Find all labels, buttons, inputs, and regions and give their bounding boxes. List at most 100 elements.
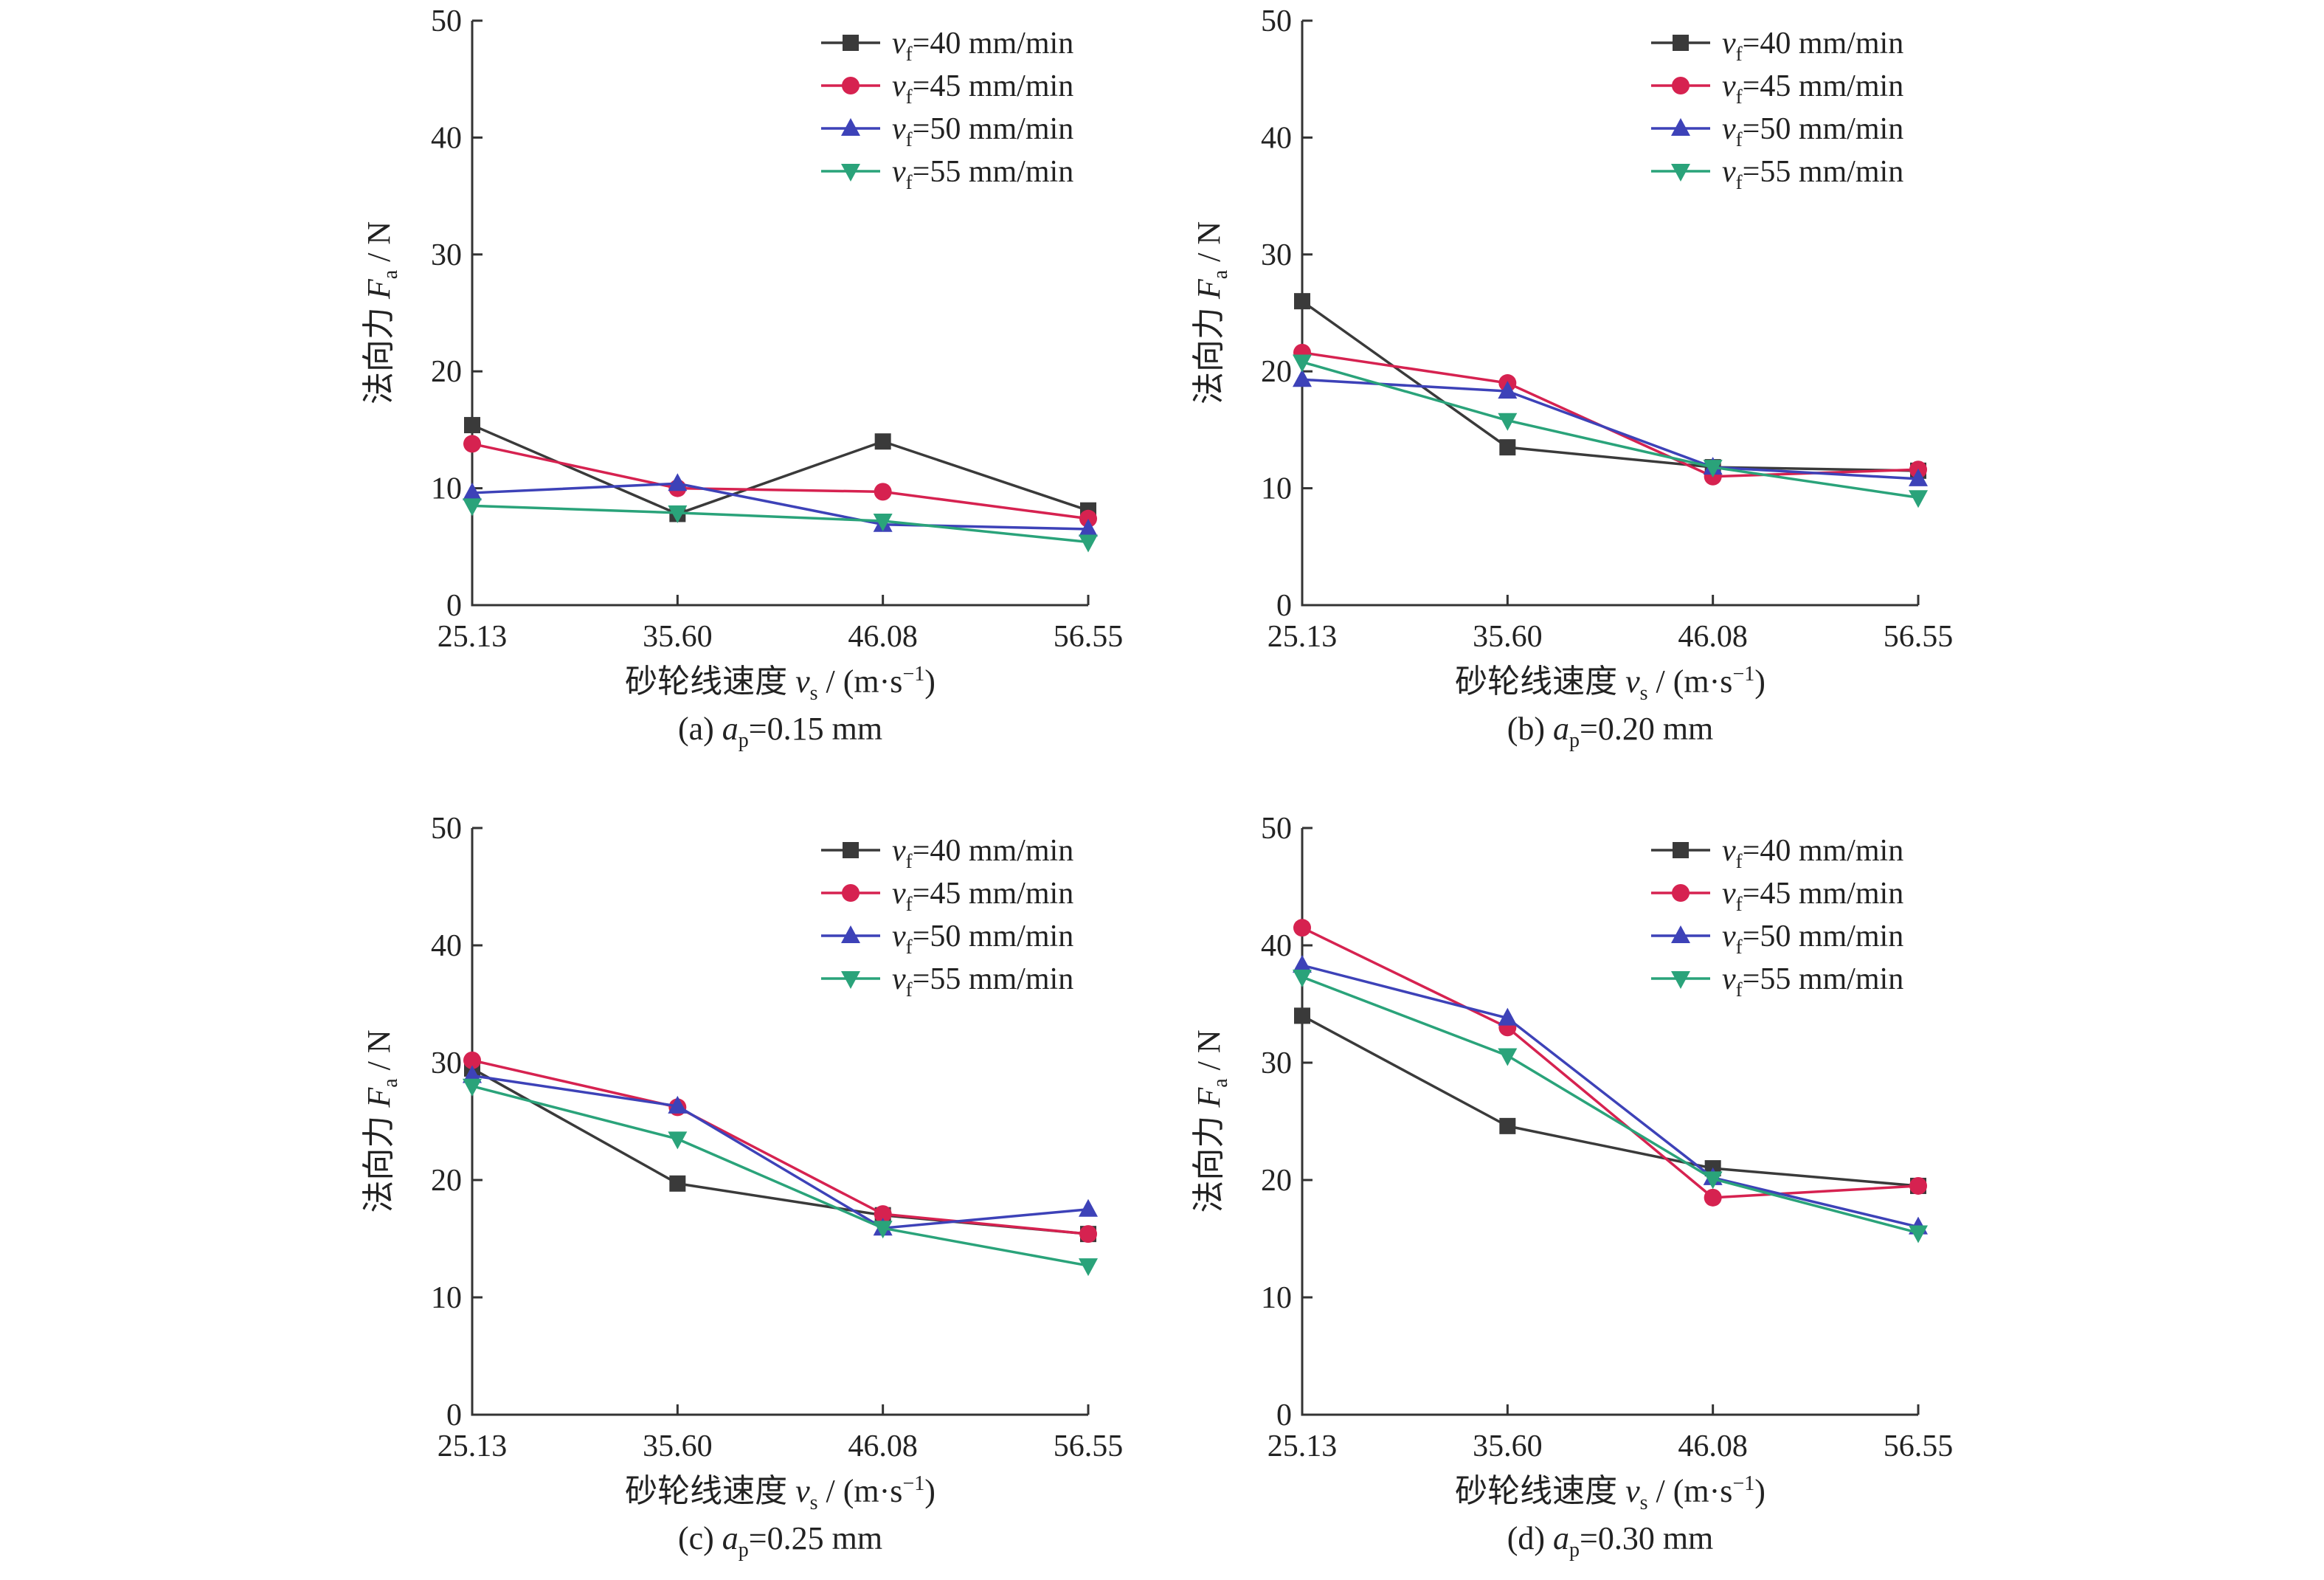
legend-marker-3 [1671,118,1690,136]
y-tick-label: 30 [1261,238,1292,272]
data-point-4 [1293,969,1312,987]
y-tick-label: 30 [431,238,462,272]
y-tick-label: 20 [431,355,462,389]
legend-label-4: vf=55 mm/min [1722,155,1903,193]
x-tick-label: 25.13 [438,1429,508,1463]
data-point-2 [1079,1225,1097,1243]
series-line-3 [1301,964,1919,1229]
legend-marker-3 [1671,925,1690,943]
legend-label-2: vf=45 mm/min [892,877,1073,915]
legend: vf=40 mm/min vf=45 mm/min vf=50 mm/min vf=5… [821,27,1073,193]
chart-panel-b: 0 10 20 30 40 50 25.13 35.60 46.08 56.55 砂轮线速度 vs … [1191,4,1953,752]
legend-label-3: vf=50 mm/min [1722,920,1903,958]
panel-caption: (b) ap=0.20 mm [1507,711,1714,752]
series-line-4 [1301,360,1919,500]
panel-caption: (a) ap=0.15 mm [678,711,882,752]
data-point-2 [1704,1188,1722,1207]
legend-label-2: vf=45 mm/min [892,69,1073,108]
y-axis-label: 法向力 Fa / N [361,1029,402,1212]
series-line-3 [471,1074,1089,1229]
data-point-1 [874,433,891,450]
data-point-4 [1909,490,1928,508]
legend-label-3: vf=50 mm/min [892,112,1073,151]
x-tick-label: 35.60 [1473,1429,1543,1463]
y-tick-label: 20 [431,1164,462,1198]
data-point-2 [874,1205,892,1224]
legend: vf=40 mm/min vf=45 mm/min vf=50 mm/min vf=5… [821,834,1073,1001]
y-tick-label: 0 [446,1398,462,1432]
data-point-1 [1294,293,1310,310]
y-axis-label: 法向力 Fa / N [1191,221,1232,404]
legend-marker-4 [1671,971,1690,989]
data-point-4 [1079,534,1098,553]
y-tick-label: 30 [1261,1046,1292,1080]
axis-lines [1301,21,1918,607]
legend-label-1: vf=40 mm/min [1722,27,1903,65]
data-point-3 [668,473,688,491]
data-point-3 [463,482,482,500]
data-point-3 [463,1065,482,1083]
y-tick-label: 40 [1261,929,1292,963]
y-tick-label: 50 [1261,812,1292,846]
y-tick-label: 40 [1261,121,1292,155]
data-point-4 [1498,413,1518,431]
x-tick-label: 35.60 [643,620,713,654]
legend-label-4: vf=55 mm/min [892,962,1073,1001]
data-point-2 [1293,919,1311,937]
panel-caption: (d) ap=0.30 mm [1507,1520,1714,1562]
legend-marker-3 [841,925,860,943]
axis-lines [1301,828,1918,1416]
x-tick-label: 46.08 [1678,1429,1748,1463]
x-axis-label: 砂轮线速度 vs / (m·s−1) [1455,663,1766,705]
chart-panel-c: 0 10 20 30 40 50 25.13 35.60 46.08 56.55 砂轮线速度 vs … [361,812,1123,1562]
data-point-4 [668,505,688,523]
legend-marker-4 [841,164,860,182]
x-tick-label: 56.55 [1884,1429,1954,1463]
chart-panel-d: 0 10 20 30 40 50 25.13 35.60 46.08 56.55 砂轮线速度 vs … [1191,812,1953,1562]
legend-marker-4 [841,971,860,989]
legend-label-3: vf=50 mm/min [1722,112,1903,151]
legend-label-1: vf=40 mm/min [1722,834,1903,872]
legend-marker-1 [843,842,859,858]
legend-marker-2 [1672,77,1690,94]
data-point-1 [1499,439,1516,456]
legend-marker-3 [841,118,860,136]
y-tick-label: 10 [431,1281,462,1315]
legend: vf=40 mm/min vf=45 mm/min vf=50 mm/min vf=5… [1651,834,1903,1001]
y-tick-label: 10 [431,472,462,506]
legend-label-2: vf=45 mm/min [1722,69,1903,108]
legend-marker-2 [842,77,860,94]
x-tick-label: 46.08 [1678,620,1748,654]
x-tick-label: 25.13 [1268,1429,1338,1463]
series-line-1 [471,424,1089,516]
legend-label-4: vf=55 mm/min [1722,962,1903,1001]
data-point-3 [1293,955,1312,973]
data-point-1 [669,1175,686,1192]
series-line-1 [1301,300,1919,472]
data-point-4 [873,513,893,531]
panel-caption: (c) ap=0.25 mm [678,1520,882,1562]
series-line-1 [1301,1014,1919,1187]
data-point-1 [464,417,480,434]
legend-label-4: vf=55 mm/min [892,155,1073,193]
series-line-2 [471,442,1089,520]
data-point-4 [1079,1258,1098,1277]
data-point-2 [1079,509,1097,528]
y-tick-label: 10 [1261,472,1292,506]
series-line-2 [1301,926,1919,1199]
y-tick-label: 50 [431,812,462,846]
data-point-4 [668,1131,688,1150]
data-point-3 [1293,369,1312,387]
legend: vf=40 mm/min vf=45 mm/min vf=50 mm/min vf=5… [1651,27,1903,193]
y-tick-label: 10 [1261,1281,1292,1315]
data-point-1 [1499,1117,1516,1134]
legend-marker-1 [843,35,859,51]
y-tick-label: 50 [1261,4,1292,38]
y-tick-label: 20 [1261,355,1292,389]
data-point-1 [1294,1007,1310,1024]
y-axis-label: 法向力 Fa / N [361,221,402,404]
data-point-2 [874,483,892,501]
legend-marker-2 [1672,884,1690,902]
